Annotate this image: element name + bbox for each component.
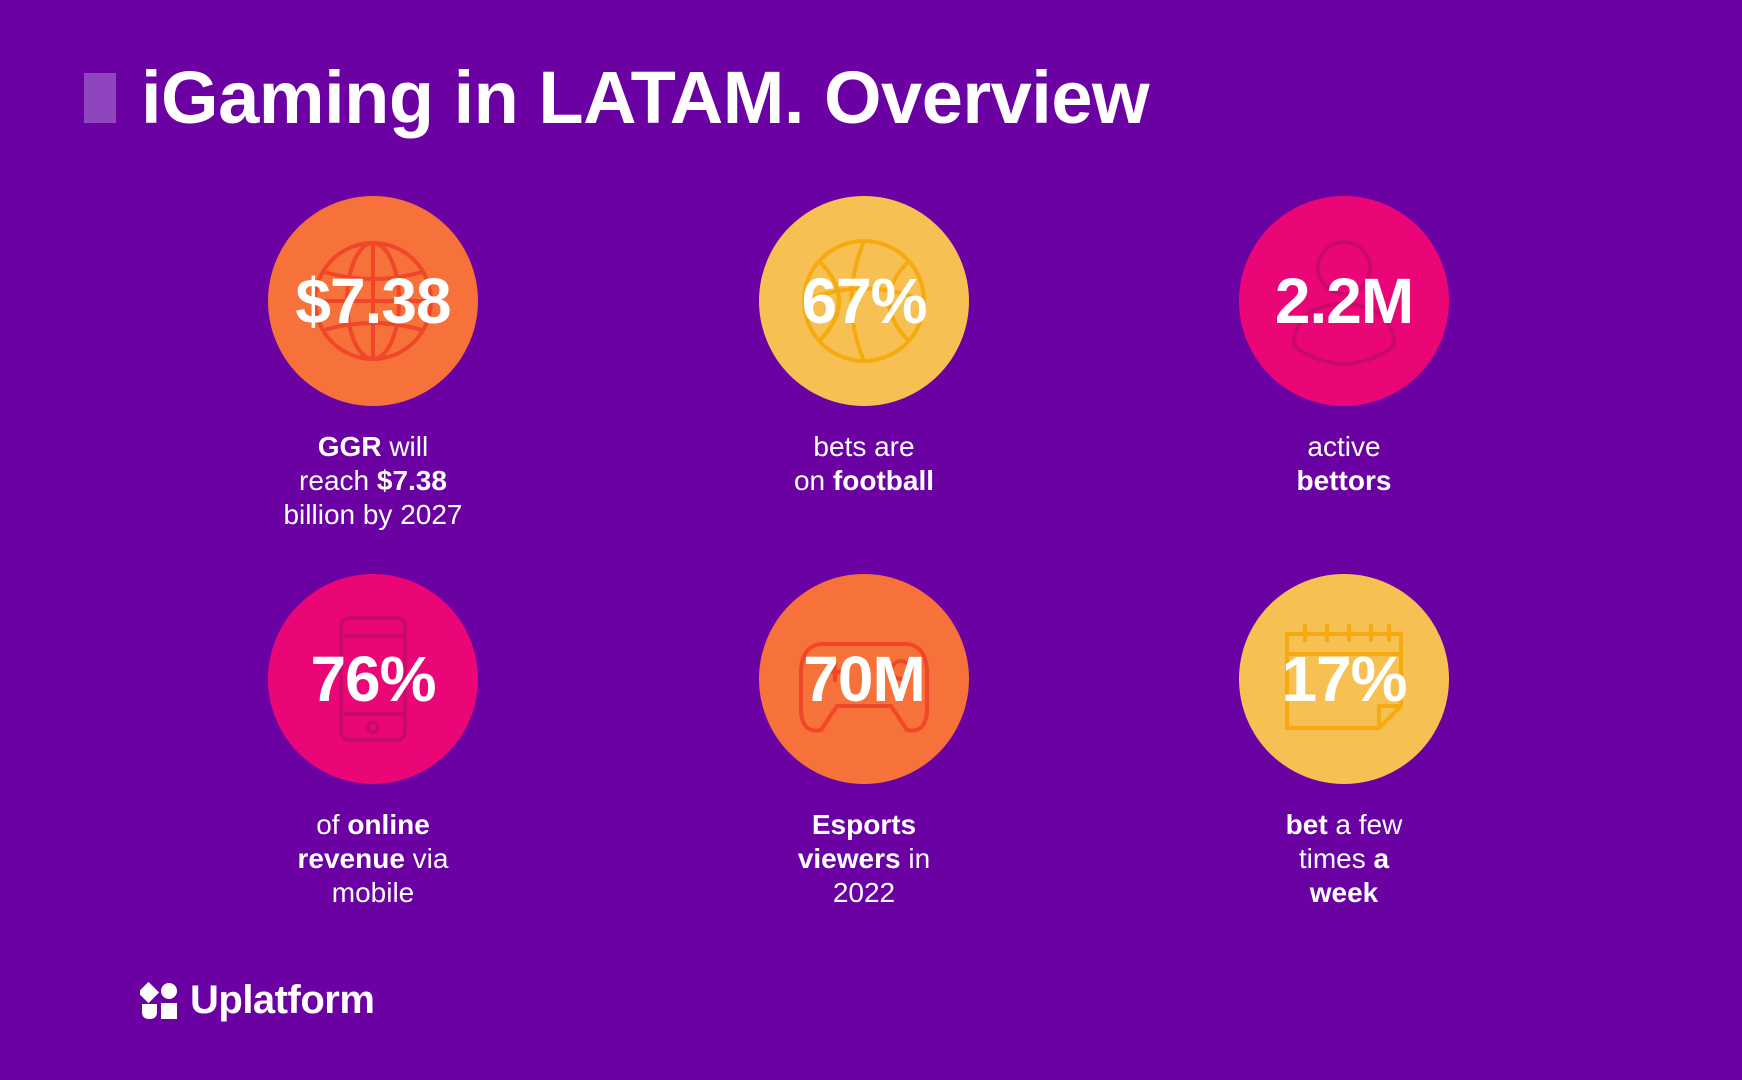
gamepad-icon xyxy=(799,642,929,733)
stat-value: 17% xyxy=(1281,643,1407,715)
caption-text: a few xyxy=(1327,809,1403,840)
caption-text: times xyxy=(1298,843,1374,874)
caption-emphasis: $7.38 xyxy=(376,465,447,496)
stat-circle: $7.38 xyxy=(268,196,478,406)
caption-emphasis: revenue xyxy=(297,843,405,874)
stat-ggr: $7.38 GGR will reach $7.38 billion by 2027 xyxy=(213,196,533,532)
title-accent-bar xyxy=(84,73,116,123)
mobile-phone-icon xyxy=(339,616,407,742)
calendar-icon xyxy=(1285,624,1403,730)
caption-text: mobile xyxy=(331,877,415,908)
stat-mobile: 76% of online revenue via mobile xyxy=(213,574,533,910)
stat-circle: 17% xyxy=(1239,574,1449,784)
caption-emphasis: week xyxy=(1309,877,1379,908)
caption-text: of xyxy=(316,809,348,840)
caption-emphasis: GGR xyxy=(317,431,382,462)
stat-weekly: 17% bet a few times a week xyxy=(1184,574,1504,910)
caption-emphasis: a xyxy=(1373,843,1390,874)
stat-circle: 70M xyxy=(759,574,969,784)
uplatform-logo: Uplatform xyxy=(140,978,375,1023)
stat-esports: 70M Esports viewers in 2022 xyxy=(704,574,1024,910)
ball-icon xyxy=(802,239,926,363)
caption-emphasis: online xyxy=(347,809,430,840)
stat-caption: of online revenue via mobile xyxy=(298,808,449,910)
page-title: iGaming in LATAM. Overview xyxy=(141,56,1150,139)
stat-caption: bets are on football xyxy=(794,430,934,498)
logo-text: Uplatform xyxy=(190,978,375,1022)
caption-text: active xyxy=(1307,431,1381,462)
caption-text: reach xyxy=(299,465,377,496)
caption-text: in xyxy=(900,843,931,874)
caption-text: will xyxy=(381,431,429,462)
stat-caption: bet a few times a week xyxy=(1286,808,1403,910)
caption-emphasis: bettors xyxy=(1296,465,1392,496)
caption-emphasis: Esports xyxy=(811,809,917,840)
stat-circle: 76% xyxy=(268,574,478,784)
user-icon xyxy=(1291,240,1397,367)
caption-emphasis: viewers xyxy=(797,843,901,874)
caption-text: 2022 xyxy=(832,877,896,908)
stat-value: 67% xyxy=(801,265,927,337)
uplatform-logo-icon xyxy=(140,981,177,1019)
stat-value: $7.38 xyxy=(295,265,451,337)
stat-bettors: 2.2M active bettors xyxy=(1184,196,1504,498)
stat-caption: Esports viewers in 2022 xyxy=(798,808,930,910)
stat-circle: 2.2M xyxy=(1239,196,1449,406)
caption-emphasis: football xyxy=(832,465,935,496)
stat-circle: 67% xyxy=(759,196,969,406)
caption-text: on xyxy=(793,465,833,496)
stat-value: 76% xyxy=(310,643,436,715)
stat-value: 70M xyxy=(803,643,925,715)
caption-text: billion by 2027 xyxy=(283,499,463,530)
caption-emphasis: bet xyxy=(1285,809,1328,840)
caption-text: bets are xyxy=(813,431,915,462)
globe-icon xyxy=(313,241,433,361)
stat-caption: active bettors xyxy=(1297,430,1392,498)
stat-caption: GGR will reach $7.38 billion by 2027 xyxy=(283,430,462,532)
caption-text: via xyxy=(404,843,449,874)
stat-football: 67% bets are on football xyxy=(704,196,1024,498)
stat-value: 2.2M xyxy=(1274,265,1414,337)
